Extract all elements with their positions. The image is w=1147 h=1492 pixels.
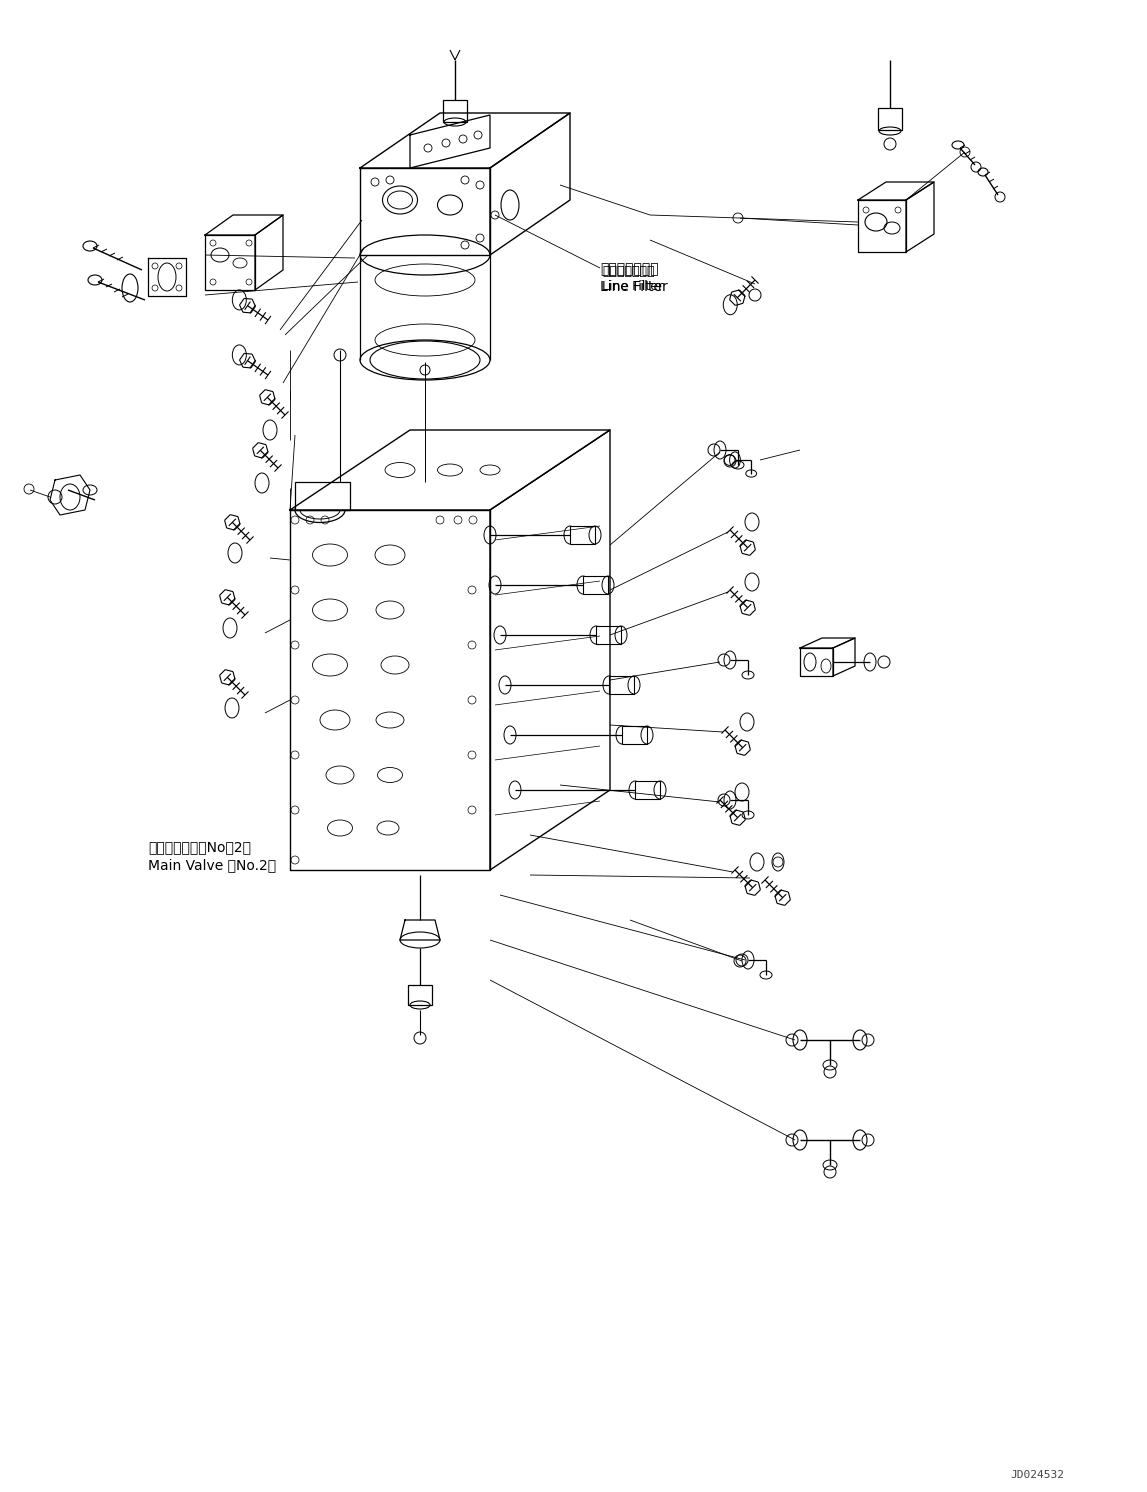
Bar	[609, 676, 634, 694]
Text: Line Filter: Line Filter	[602, 280, 663, 292]
Text: Line Filter: Line Filter	[600, 280, 668, 294]
Bar	[570, 527, 595, 545]
Bar	[408, 985, 432, 1006]
Text: Main Valve （No.2）: Main Valve （No.2）	[148, 858, 276, 871]
Bar	[635, 780, 660, 800]
Bar	[877, 107, 902, 130]
Text: メインバルブ（No．2）: メインバルブ（No．2）	[148, 840, 251, 853]
Bar	[596, 627, 621, 645]
Bar	[295, 482, 350, 510]
Bar	[583, 576, 608, 594]
Text: ラインフィルタ: ラインフィルタ	[602, 266, 655, 278]
Text: JD024532: JD024532	[1011, 1470, 1064, 1480]
Bar	[443, 100, 467, 122]
Bar	[622, 727, 647, 745]
Text: ラインフィルタ: ラインフィルタ	[600, 263, 658, 276]
